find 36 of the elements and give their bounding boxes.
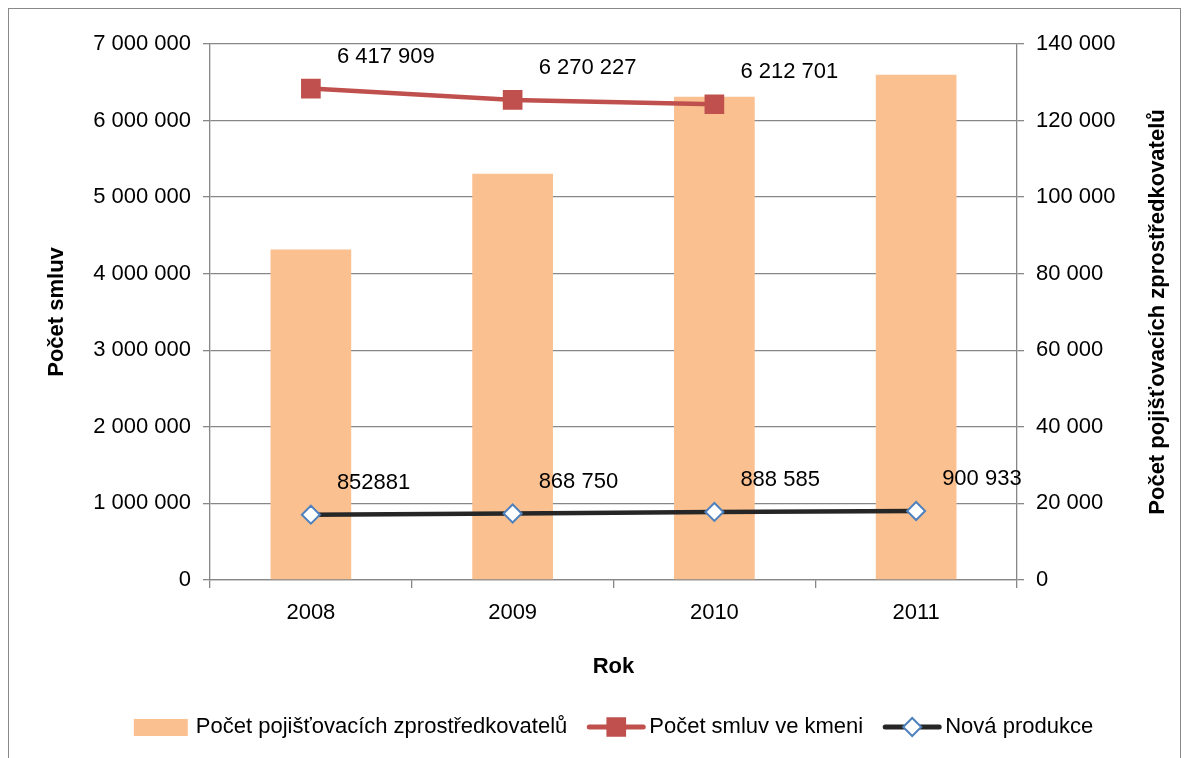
y2-tick-label: 0 (1036, 566, 1049, 592)
data-label: 900 933 (942, 465, 1022, 491)
y2-tick-label: 120 000 (1036, 106, 1116, 132)
y-tick-label: 6 000 000 (93, 106, 191, 132)
y-axis-title: Počet smluv (43, 246, 69, 377)
point (704, 94, 725, 115)
data-label: 888 585 (740, 466, 820, 492)
y-tick-label: 3 000 000 (93, 336, 191, 362)
y2-tick-label: 140 000 (1036, 30, 1116, 56)
y2-tick-label: 40 000 (1036, 412, 1104, 438)
x-tick-label: 2010 (689, 599, 739, 625)
y2-axis-title: Počet pojišťovacích zprostředkovatelů (1144, 109, 1170, 515)
y-tick-label: 4 000 000 (93, 259, 191, 285)
y-tick-label: 0 (178, 566, 191, 592)
data-label: 6 417 909 (336, 42, 435, 68)
data-label: 6 212 701 (740, 58, 839, 84)
y2-tick-label: 80 000 (1036, 259, 1104, 285)
y-tick-label: 5 000 000 (93, 183, 191, 209)
legend-label: Nová produkce (945, 713, 1094, 739)
point (502, 90, 523, 110)
y-tick-label: 2 000 000 (93, 412, 191, 438)
legend-label: Počet pojišťovacích zprostředkovatelů (195, 713, 568, 739)
y2-tick-label: 100 000 (1036, 183, 1116, 209)
y2-tick-label: 60 000 (1036, 336, 1104, 362)
y-tick-label: 1 000 000 (93, 489, 191, 515)
data-label: 6 270 227 (538, 53, 637, 79)
x-axis-title: Rok (592, 652, 636, 678)
data-label: 852881 (336, 468, 411, 494)
data-label: 868 750 (538, 467, 619, 493)
x-tick-label: 2008 (286, 599, 336, 625)
x-tick-label: 2009 (488, 599, 538, 625)
point (301, 78, 321, 99)
x-tick-label: 2011 (892, 599, 940, 625)
y-tick-label: 7 000 000 (93, 30, 191, 56)
legend-label: Počet smluv ve kmeni (649, 713, 864, 739)
y2-tick-label: 20 000 (1036, 489, 1104, 515)
